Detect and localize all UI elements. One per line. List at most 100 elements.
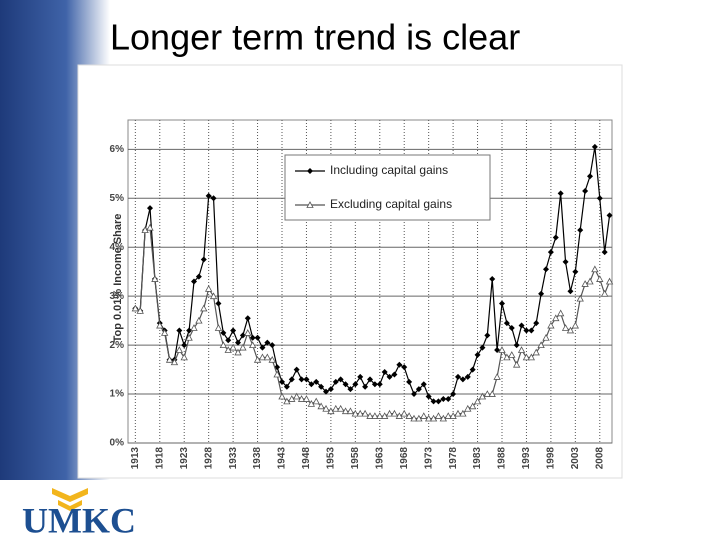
data-point (214, 324, 223, 331)
data-point (371, 412, 379, 419)
data-point (410, 414, 418, 422)
data-point (239, 332, 246, 339)
data-point (146, 223, 154, 231)
y-axis-label: Top 0.01% Income Share (112, 214, 124, 343)
x-tick-label: 1988 (497, 447, 508, 470)
data-point (586, 277, 594, 285)
data-point (567, 288, 574, 295)
data-point (601, 249, 608, 256)
data-point (381, 369, 388, 376)
data-point (131, 304, 140, 312)
data-point (425, 393, 432, 400)
data-point (503, 320, 510, 327)
data-point (557, 190, 564, 197)
data-point (420, 412, 428, 419)
data-point (527, 353, 536, 361)
data-point (263, 353, 272, 361)
data-point (337, 376, 344, 383)
data-point (361, 409, 369, 417)
data-point (253, 355, 262, 363)
data-point (136, 307, 144, 314)
data-point (508, 324, 515, 331)
data-point (273, 370, 281, 378)
data-point (195, 316, 203, 324)
data-point (366, 412, 374, 419)
data-point (489, 276, 496, 283)
x-tick-label: 1953 (326, 447, 337, 470)
data-point (308, 381, 315, 388)
data-point (532, 348, 540, 356)
data-point (571, 321, 580, 329)
data-point (229, 343, 237, 351)
data-point (220, 329, 227, 336)
data-point (464, 373, 471, 380)
data-point (401, 364, 408, 371)
data-point (244, 329, 252, 336)
data-point (386, 373, 393, 380)
data-point (268, 355, 276, 363)
data-point (351, 409, 360, 417)
legend-marker (307, 168, 313, 174)
x-tick-label: 1963 (374, 447, 385, 470)
data-point (469, 366, 476, 373)
legend-marker (306, 201, 314, 208)
data-point (538, 290, 545, 297)
data-point (440, 395, 447, 402)
y-tick-label: 1% (110, 389, 125, 400)
data-point (278, 392, 286, 400)
data-point (396, 361, 403, 368)
data-point (175, 346, 184, 353)
data-point (478, 392, 487, 400)
x-tick-label: 2008 (594, 447, 605, 470)
data-point (293, 366, 300, 373)
data-point (582, 187, 589, 194)
data-point (484, 332, 491, 339)
data-point (362, 383, 369, 390)
x-tick-label: 1998 (546, 447, 557, 470)
data-point (185, 333, 193, 341)
data-point (518, 322, 525, 329)
data-point (380, 412, 389, 419)
data-point (352, 381, 359, 388)
data-point (356, 409, 364, 417)
y-tick-label: 5% (110, 193, 125, 204)
data-point (454, 409, 462, 417)
data-point (547, 321, 555, 329)
data-point (357, 373, 364, 380)
slide-title: Longer term trend is clear (110, 17, 520, 58)
data-point (562, 258, 569, 265)
data-point (298, 376, 305, 383)
data-point (479, 344, 486, 351)
data-point (312, 397, 320, 405)
data-point (537, 341, 545, 349)
data-point (195, 273, 202, 280)
data-point (200, 304, 208, 312)
data-point (596, 275, 604, 282)
data-point (434, 412, 443, 419)
data-point (141, 226, 149, 234)
y-tick-label: 0% (110, 438, 125, 449)
data-point (581, 280, 589, 287)
data-point (493, 373, 501, 380)
data-point (552, 234, 559, 241)
data-point (165, 355, 174, 363)
data-point (186, 327, 193, 334)
data-point (600, 289, 609, 297)
data-point (450, 391, 457, 398)
data-point (415, 386, 422, 393)
data-point (444, 412, 452, 419)
logo: UMKC (22, 488, 136, 540)
data-point (288, 395, 296, 402)
data-point (473, 397, 482, 405)
data-point (390, 409, 399, 417)
logo-icon (52, 488, 88, 511)
data-point (474, 351, 481, 358)
y-tick-label: 2% (110, 340, 125, 351)
data-point (264, 339, 271, 346)
data-point (430, 398, 437, 405)
legend-label: Including capital gains (330, 163, 448, 177)
data-point (224, 346, 232, 353)
x-tick-label: 1968 (399, 447, 410, 470)
x-tick-label: 1978 (448, 447, 459, 470)
